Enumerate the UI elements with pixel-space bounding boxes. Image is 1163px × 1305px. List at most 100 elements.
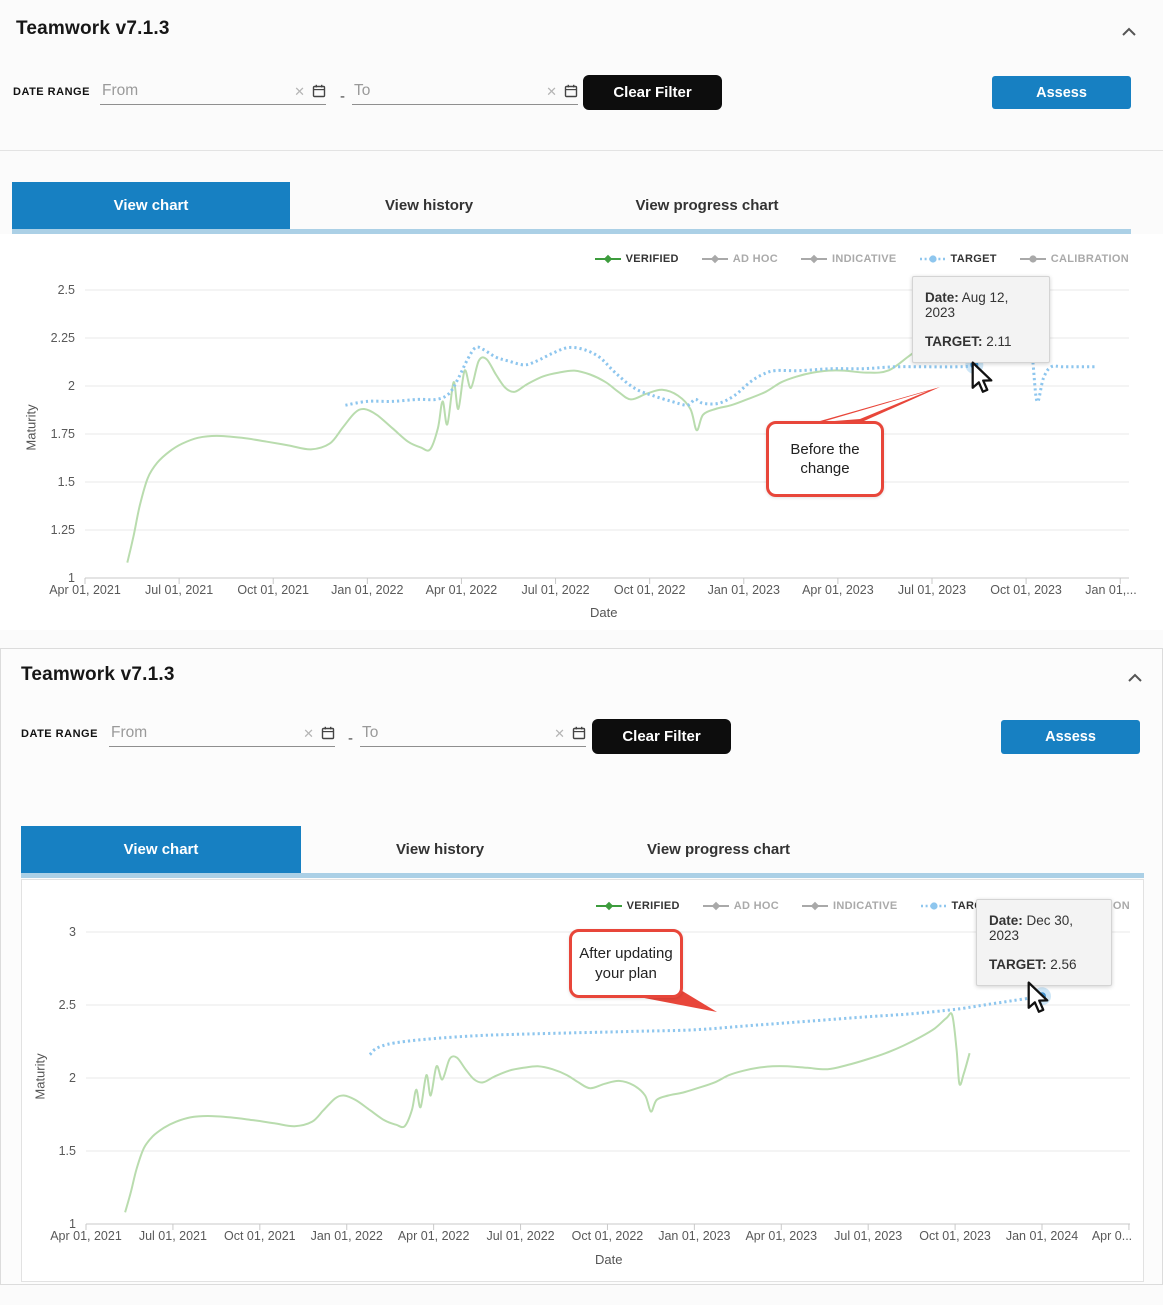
x-tick-label: Jan 01, 2022 — [331, 583, 403, 597]
x-tick-label: Apr 01, 2021 — [49, 583, 121, 597]
x-tick-label: Oct 01, 2022 — [572, 1229, 644, 1243]
x-tick-label: Oct 01, 2023 — [990, 583, 1062, 597]
legend-label: CALIBRATION — [1050, 253, 1129, 265]
page-title: Teamwork v7.1.3 — [16, 18, 170, 39]
x-axis-title: Date — [595, 1252, 623, 1267]
date-to-input[interactable] — [360, 723, 553, 743]
y-tick-label: 1 — [68, 571, 75, 585]
range-separator: - — [340, 88, 345, 105]
y-tick-label: 2 — [69, 1071, 76, 1085]
x-tick-label: Jul 01, 2023 — [898, 583, 966, 597]
x-tick-label: Oct 01, 2022 — [614, 583, 686, 597]
x-axis-title: Date — [590, 605, 618, 620]
clear-from-date-icon[interactable]: ✕ — [303, 725, 314, 741]
y-tick-label: 2.5 — [58, 283, 75, 297]
x-tick-label: Oct 01, 2021 — [237, 583, 309, 597]
chevron-up-icon — [1128, 673, 1142, 682]
y-tick-label: 2.25 — [51, 331, 75, 345]
range-separator: - — [348, 730, 353, 747]
x-tick-label: Jul 01, 2022 — [521, 583, 589, 597]
calendar-icon[interactable] — [572, 726, 586, 740]
tab-underline — [21, 873, 1144, 878]
verified-marker-icon — [594, 254, 621, 264]
target-marker-icon — [919, 255, 946, 263]
legend-item-indicative[interactable]: INDICATIVE — [801, 253, 897, 265]
y-tick-label: 2 — [68, 379, 75, 393]
date-from-field[interactable]: ✕ — [100, 78, 326, 105]
y-tick-label: 3 — [69, 925, 76, 939]
legend-item-ad-hoc[interactable]: AD HOC — [701, 253, 778, 265]
x-tick-label: Apr 0... — [1092, 1229, 1132, 1243]
legend-item-indicative[interactable]: INDICATIVE — [802, 900, 898, 912]
assess-button[interactable]: Assess — [1001, 720, 1140, 754]
y-tick-label: 1.25 — [51, 523, 75, 537]
calendar-icon[interactable] — [564, 84, 578, 98]
x-tick-label: Jan 01, 2023 — [708, 583, 780, 597]
x-tick-label: Jul 01, 2021 — [139, 1229, 207, 1243]
date-to-input[interactable] — [352, 81, 545, 101]
chevron-up-icon — [1122, 27, 1136, 36]
y-tick-label: 2.5 — [59, 998, 76, 1012]
series-line-verified — [126, 327, 952, 563]
x-tick-label: Apr 01, 2023 — [745, 1229, 817, 1243]
x-tick-label: Jan 01,... — [1085, 583, 1136, 597]
date-from-input[interactable] — [100, 81, 293, 101]
tab-view-chart[interactable]: View chart — [21, 826, 301, 873]
series-line-verified — [124, 1012, 971, 1213]
calendar-icon[interactable] — [312, 84, 326, 98]
legend-item-verified[interactable]: VERIFIED — [595, 900, 680, 912]
tab-view-history[interactable]: View history — [395, 841, 485, 858]
calendar-icon[interactable] — [321, 726, 335, 740]
legend-item-calibration[interactable]: CALIBRATION — [1019, 253, 1129, 265]
x-tick-label: Jan 01, 2024 — [1006, 1229, 1078, 1243]
clear-to-date-icon[interactable]: ✕ — [546, 83, 557, 99]
legend-label: TARGET — [950, 253, 997, 265]
mouse-cursor-icon — [1027, 981, 1049, 1013]
panel-after-update: Teamwork v7.1.3 DATE RANGE ✕ - ✕ Clear F… — [0, 648, 1163, 1285]
date-to-field[interactable]: ✕ — [360, 720, 586, 747]
legend-label: AD HOC — [732, 253, 778, 265]
clear-filter-button[interactable]: Clear Filter — [583, 75, 722, 110]
page-title: Teamwork v7.1.3 — [21, 664, 175, 685]
legend-item-ad-hoc[interactable]: AD HOC — [702, 900, 779, 912]
chart-tooltip: Date: Aug 12, 2023 TARGET: 2.11 — [912, 276, 1050, 363]
calibration-marker-icon — [1019, 255, 1046, 263]
ad-hoc-marker-icon — [702, 901, 729, 911]
legend-item-verified[interactable]: VERIFIED — [594, 253, 679, 265]
collapse-panel-button[interactable] — [1123, 668, 1147, 688]
clear-from-date-icon[interactable]: ✕ — [294, 83, 305, 99]
clear-to-date-icon[interactable]: ✕ — [554, 725, 565, 741]
chart-tooltip: Date: Dec 30, 2023 TARGET: 2.56 — [976, 899, 1112, 986]
x-tick-label: Jul 01, 2021 — [145, 583, 213, 597]
legend-label: AD HOC — [733, 900, 779, 912]
y-tick-label: 1.5 — [59, 1144, 76, 1158]
tab-view-progress-chart[interactable]: View progress chart — [646, 841, 791, 858]
x-tick-label: Apr 01, 2022 — [426, 583, 498, 597]
assess-button[interactable]: Assess — [992, 76, 1131, 109]
target-marker-icon — [920, 902, 947, 910]
x-tick-label: Apr 01, 2022 — [398, 1229, 470, 1243]
date-from-field[interactable]: ✕ — [109, 720, 335, 747]
date-from-input[interactable] — [109, 723, 302, 743]
indicative-marker-icon — [802, 901, 828, 911]
tab-view-chart[interactable]: View chart — [12, 182, 290, 229]
legend-label: INDICATIVE — [832, 253, 897, 265]
tab-view-progress-chart[interactable]: View progress chart — [635, 197, 779, 214]
y-tick-label: 1.75 — [51, 427, 75, 441]
series-line-target — [368, 994, 1043, 1056]
verified-marker-icon — [595, 901, 622, 911]
tab-view-history[interactable]: View history — [384, 197, 474, 214]
date-to-field[interactable]: ✕ — [352, 78, 578, 105]
x-tick-label: Oct 01, 2021 — [224, 1229, 296, 1243]
x-tick-label: Oct 01, 2023 — [919, 1229, 991, 1243]
x-tick-label: Apr 01, 2021 — [50, 1229, 122, 1243]
chart-legend: VERIFIED AD HOC INDICATIVE TARGET CALIBRATIO… — [594, 253, 1129, 265]
x-tick-label: Jan 01, 2023 — [658, 1229, 730, 1243]
clear-filter-button[interactable]: Clear Filter — [592, 719, 731, 754]
legend-label: INDICATIVE — [833, 900, 898, 912]
ad-hoc-marker-icon — [701, 254, 728, 264]
legend-item-target[interactable]: TARGET — [919, 253, 997, 265]
callout-after-update: After updating your plan — [569, 929, 683, 998]
collapse-panel-button[interactable] — [1117, 22, 1141, 42]
